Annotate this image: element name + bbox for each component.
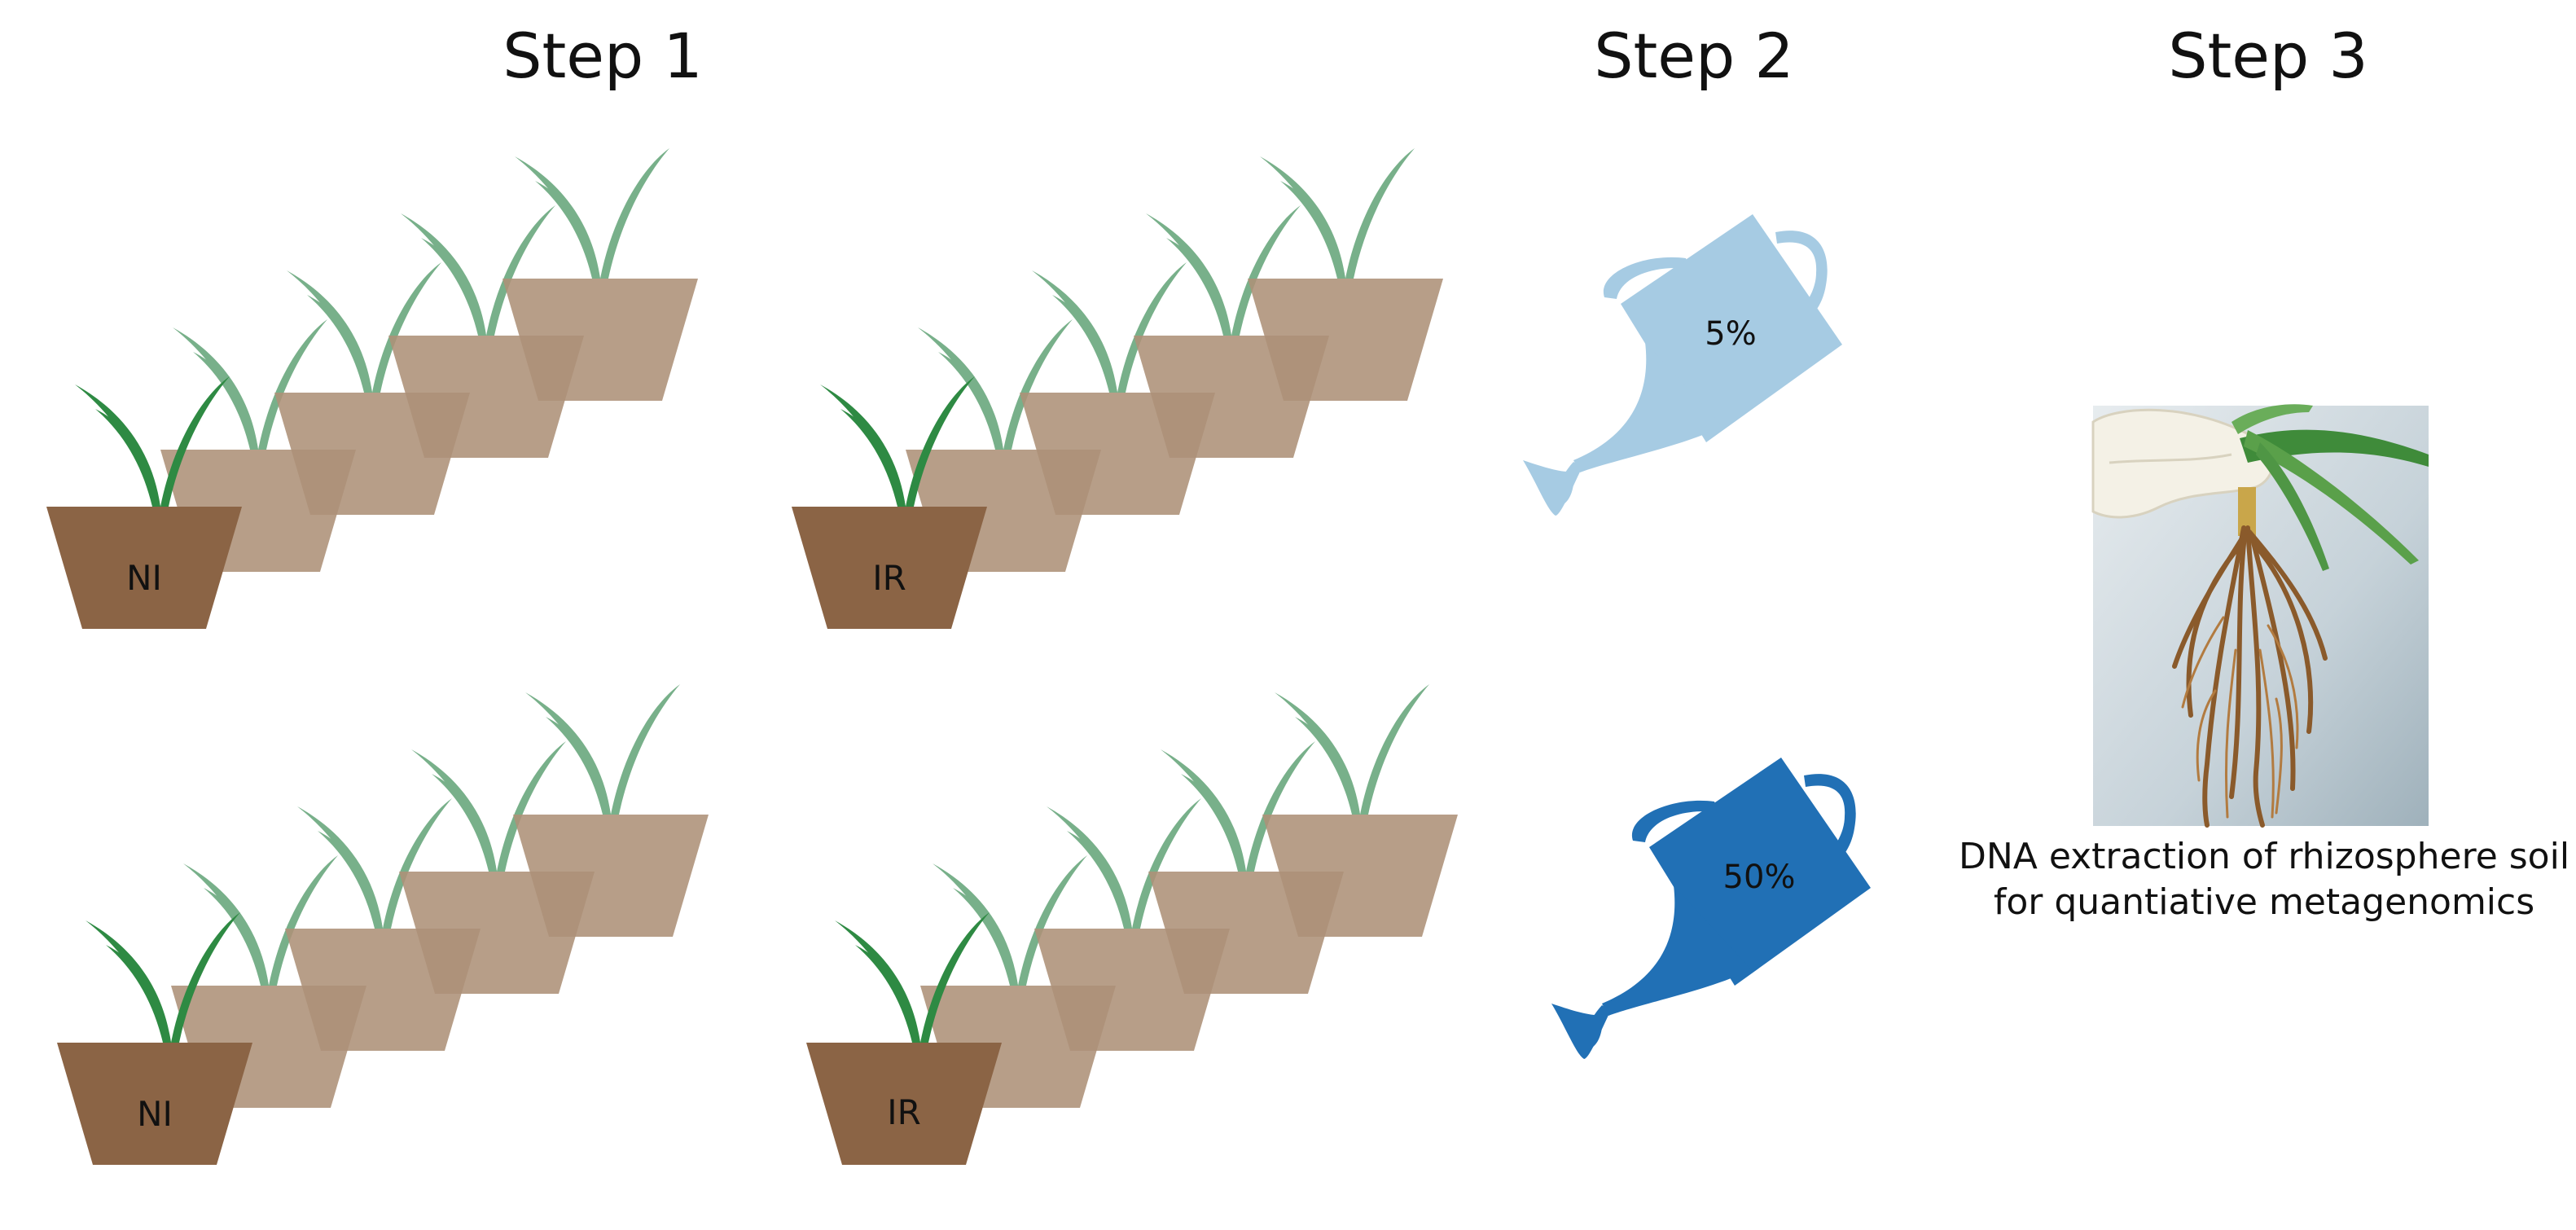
watering-can-label: 50%: [1723, 859, 1796, 896]
watering-can-icon: 5%: [1523, 214, 1842, 516]
glove-icon: [2091, 408, 2275, 519]
watering-can-handle-back: [1775, 231, 1828, 326]
seedling-icon: [515, 148, 669, 279]
pot-label-ni: NI: [126, 558, 162, 598]
pot-group-ir-bottom: IR: [806, 684, 1458, 1165]
step-1-title: Step 1: [502, 20, 703, 92]
watering-can-handle-back: [1804, 774, 1856, 869]
pot-label-ir: IR: [887, 1092, 921, 1132]
seedling-icon: [525, 684, 680, 815]
caption-line-2: for quantiative metagenomics: [1994, 881, 2534, 923]
watering-can-spout: [1573, 342, 1722, 472]
root-photo: [2091, 404, 2429, 828]
seedling-icon: [1275, 684, 1429, 815]
caption-line-1: DNA extraction of rhizosphere soil: [1959, 836, 2569, 877]
watering-can-handle: [1603, 257, 1690, 299]
pot-group-ni-top: NI: [46, 148, 698, 629]
pot-group-ir-top: IR: [792, 148, 1443, 629]
step-2-title: Step 2: [1594, 20, 1794, 92]
pot-group-ni-bottom: NI: [57, 684, 709, 1165]
watering-can-label: 5%: [1705, 315, 1756, 353]
watering-can-handle: [1631, 800, 1718, 842]
watering-can-spout: [1602, 885, 1751, 1016]
seedling-icon: [1260, 148, 1415, 279]
step-3-title: Step 3: [2168, 20, 2368, 92]
watering-can-icon: 50%: [1551, 758, 1871, 1059]
pot-label-ir: IR: [872, 558, 906, 598]
pot-label-ni: NI: [137, 1094, 173, 1134]
